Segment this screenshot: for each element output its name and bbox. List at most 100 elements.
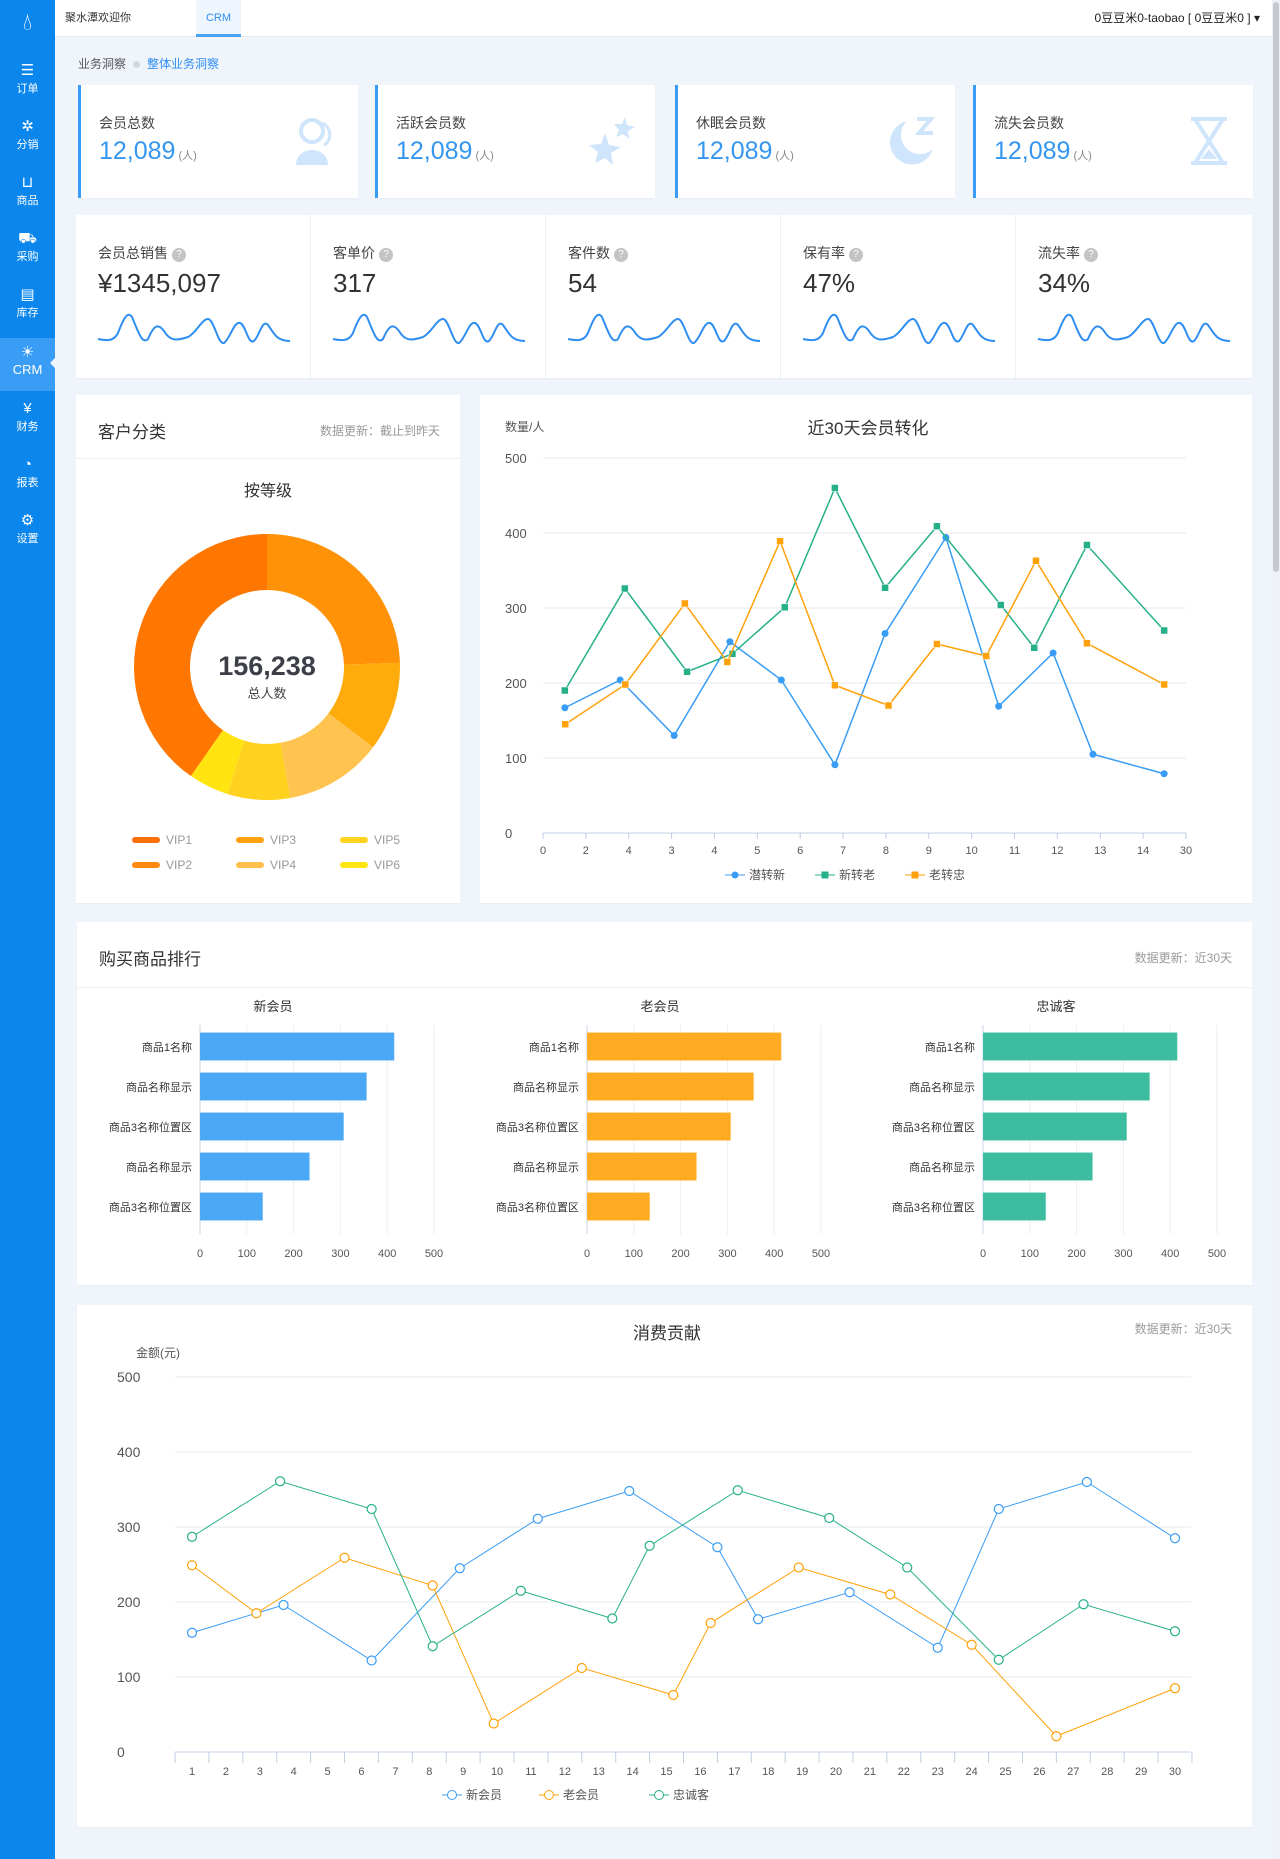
water-drop-icon[interactable]: 💧︎ [22, 9, 33, 36]
donut-slice-vip1[interactable] [134, 534, 267, 777]
data-point[interactable] [993, 1503, 1004, 1515]
data-point[interactable] [668, 1689, 679, 1701]
data-point[interactable] [1089, 750, 1097, 758]
data-point[interactable] [1169, 1626, 1181, 1637]
data-point[interactable] [1030, 644, 1039, 652]
bar[interactable] [200, 1192, 263, 1221]
bar[interactable] [587, 1192, 650, 1221]
data-point[interactable] [278, 1599, 289, 1611]
data-point[interactable] [997, 601, 1005, 609]
donut-slice-vip3[interactable] [328, 662, 401, 748]
data-point[interactable] [776, 537, 784, 545]
bar[interactable] [983, 1112, 1127, 1141]
data-point[interactable] [1160, 680, 1168, 689]
data-point[interactable] [982, 652, 990, 660]
data-point[interactable] [777, 676, 785, 684]
tab-welcome[interactable]: 聚水潭欢迎你 [65, 12, 131, 24]
bar[interactable] [587, 1112, 731, 1141]
help-icon[interactable]: ? [172, 248, 186, 262]
breadcrumb-parent[interactable]: 业务洞察 [78, 57, 127, 71]
data-point[interactable] [1169, 1533, 1181, 1544]
data-point[interactable] [831, 484, 839, 492]
data-point[interactable] [1160, 770, 1168, 778]
data-point[interactable] [427, 1641, 438, 1652]
data-point[interactable] [932, 1642, 943, 1653]
data-point[interactable] [488, 1718, 499, 1729]
data-point[interactable] [561, 686, 569, 695]
data-point[interactable] [902, 1562, 913, 1573]
data-point[interactable] [681, 599, 689, 608]
sidebar-item-6[interactable]: ¥ 财务 [0, 394, 55, 446]
sidebar-item-2[interactable]: ⊔ 商品 [0, 168, 55, 220]
bar[interactable] [200, 1072, 367, 1101]
legend-item-vip4[interactable]: VIP4 [236, 858, 296, 872]
data-point[interactable] [515, 1585, 526, 1596]
data-point[interactable] [561, 704, 569, 712]
data-point[interactable] [844, 1587, 855, 1598]
data-point[interactable] [933, 522, 941, 530]
bar[interactable] [200, 1152, 310, 1181]
data-point[interactable] [831, 681, 839, 689]
scrollbar[interactable] [1272, 0, 1280, 1859]
data-point[interactable] [561, 720, 570, 728]
data-point[interactable] [1081, 1476, 1092, 1488]
data-point[interactable] [607, 1613, 618, 1624]
sidebar-item-7[interactable]: ◔ 报表 [0, 450, 55, 502]
scrollbar-thumb[interactable] [1273, 2, 1279, 572]
sidebar-item-8[interactable]: ⚙ 设置 [0, 506, 55, 558]
data-point[interactable] [251, 1608, 262, 1619]
sidebar-item-4[interactable]: ▤ 库存 [0, 280, 55, 332]
data-point[interactable] [366, 1655, 377, 1666]
data-point[interactable] [1051, 1731, 1062, 1742]
help-icon[interactable]: ? [379, 248, 393, 262]
data-point[interactable] [1083, 541, 1091, 549]
legend-item-vip2[interactable]: VIP2 [132, 858, 192, 872]
data-point[interactable] [712, 1542, 723, 1553]
data-point[interactable] [621, 584, 629, 593]
data-point[interactable] [1160, 626, 1168, 635]
donut-slice-vip6[interactable] [190, 730, 245, 794]
data-point[interactable] [781, 603, 789, 611]
data-point[interactable] [723, 658, 732, 666]
data-point[interactable] [884, 701, 893, 710]
legend-item-0[interactable]: 新会员 [442, 1787, 502, 1802]
sidebar-item-1[interactable]: ✲ 分销 [0, 112, 55, 164]
data-point[interactable] [186, 1560, 198, 1571]
bar[interactable] [983, 1192, 1046, 1221]
legend-item-2[interactable]: 忠诚客 [649, 1787, 709, 1802]
legend-item-vip1[interactable]: VIP1 [132, 833, 192, 847]
data-point[interactable] [752, 1614, 764, 1625]
data-point[interactable] [532, 1513, 543, 1524]
legend-item-1[interactable]: 老会员 [539, 1788, 599, 1802]
data-point[interactable] [427, 1580, 438, 1591]
data-point[interactable] [670, 732, 678, 739]
data-point[interactable] [1049, 649, 1057, 657]
data-point[interactable] [621, 680, 630, 689]
user-menu[interactable]: 0豆豆米0-taobao [ 0豆豆米0 ] ▾ [1095, 0, 1260, 37]
help-icon[interactable]: ? [614, 248, 628, 262]
data-point[interactable] [624, 1485, 635, 1497]
data-point[interactable] [881, 584, 889, 592]
data-point[interactable] [1169, 1683, 1181, 1694]
data-point[interactable] [186, 1531, 198, 1542]
data-point[interactable] [793, 1562, 804, 1573]
sidebar-item-3[interactable]: ⛟ 采购 [0, 224, 55, 276]
legend-item-2[interactable]: 老转忠 [905, 867, 965, 882]
data-point[interactable] [366, 1503, 377, 1515]
legend-item-vip6[interactable]: VIP6 [340, 858, 400, 872]
data-point[interactable] [933, 640, 941, 648]
data-point[interactable] [644, 1540, 655, 1551]
data-point[interactable] [966, 1639, 977, 1650]
bar[interactable] [587, 1072, 754, 1101]
data-point[interactable] [831, 761, 839, 769]
data-point[interactable] [683, 668, 691, 676]
help-icon[interactable]: ? [849, 248, 863, 262]
data-point[interactable] [186, 1627, 198, 1638]
legend-item-vip5[interactable]: VIP5 [340, 833, 400, 847]
data-point[interactable] [732, 1485, 743, 1496]
sidebar-item-0[interactable]: ☰ 订单 [0, 56, 55, 108]
bar[interactable] [587, 1032, 782, 1061]
data-point[interactable] [881, 630, 889, 637]
data-point[interactable] [275, 1476, 286, 1487]
data-point[interactable] [1083, 639, 1091, 647]
